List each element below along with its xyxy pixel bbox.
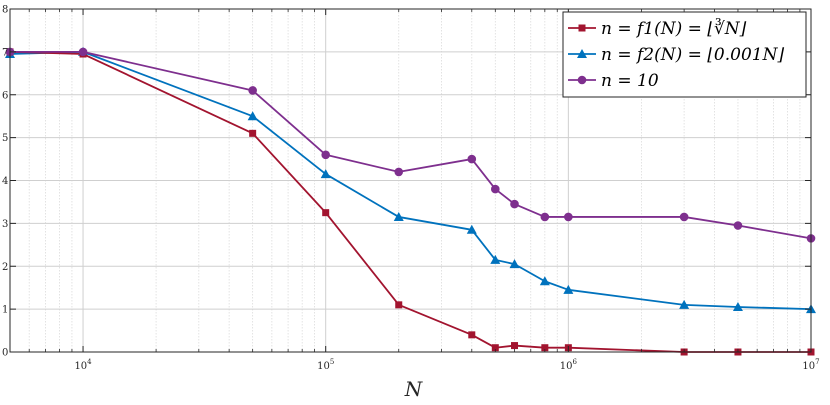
x-axis-title: N [404, 377, 424, 401]
legend-marker [577, 75, 587, 85]
legend-label: n = 10 [601, 71, 659, 91]
x-tick-label: 107 [802, 358, 819, 372]
data-point [510, 199, 519, 209]
data-point [733, 221, 743, 230]
y-tick-label: 3 [2, 219, 8, 230]
data-point [511, 342, 519, 350]
data-point [320, 169, 331, 179]
legend-entry-1: n = f1(N) = ⌊∛N⌋ [568, 18, 747, 39]
data-point [564, 212, 573, 222]
data-point [491, 344, 499, 352]
data-point [394, 167, 404, 177]
data-point [491, 184, 500, 194]
series-3 [5, 47, 816, 243]
x-tick-label: 104 [74, 358, 92, 372]
data-point [395, 301, 403, 309]
legend-label: n = f1(N) = ⌊∛N⌋ [601, 18, 747, 39]
data-point [679, 212, 689, 222]
x-tick-labels: 104 105 106 107 [74, 358, 819, 372]
data-point [393, 211, 404, 221]
data-point [679, 299, 690, 309]
y-tick-label: 8 [2, 5, 8, 16]
legend: n = f1(N) = ⌊∛N⌋ n = f2(N) = ⌊0.001N⌋ n = … [562, 11, 807, 98]
data-point [490, 254, 501, 264]
data-point [322, 209, 330, 217]
y-tick-label: 6 [2, 90, 8, 101]
data-point [248, 86, 257, 95]
data-point [466, 224, 477, 234]
x-tick-label: 106 [560, 358, 578, 372]
x-tick-label: 105 [317, 358, 334, 372]
y-tick-labels: 0 1 2 3 4 5 6 7 8 [2, 5, 8, 359]
y-tick-label: 0 [2, 348, 8, 359]
data-point [509, 259, 520, 269]
data-point [247, 111, 258, 121]
data-point [563, 284, 574, 294]
y-tick-label: 7 [2, 47, 8, 58]
y-tick-label: 5 [2, 133, 8, 144]
data-point [539, 276, 550, 286]
y-tick-label: 2 [2, 262, 8, 273]
legend-label: n = f2(N) = ⌊0.001N⌋ [601, 45, 784, 65]
y-tick-label: 4 [2, 176, 8, 187]
data-point [540, 212, 550, 222]
data-point [321, 150, 330, 160]
data-point [467, 154, 477, 164]
data-point [541, 344, 549, 352]
series-layer [5, 46, 816, 356]
data-point [78, 47, 88, 57]
data-point [732, 301, 743, 311]
legend-marker [577, 49, 587, 58]
legend-box [562, 11, 807, 98]
data-point [249, 129, 257, 137]
legend-entry-2: n = f2(N) = ⌊0.001N⌋ [568, 45, 784, 65]
legend-marker [578, 24, 586, 32]
data-point [468, 331, 476, 339]
legend-entry-3: n = 10 [568, 71, 659, 91]
y-tick-label: 1 [2, 305, 8, 316]
legend-entries: n = f1(N) = ⌊∛N⌋ n = f2(N) = ⌊0.001N⌋ n = … [568, 18, 784, 91]
